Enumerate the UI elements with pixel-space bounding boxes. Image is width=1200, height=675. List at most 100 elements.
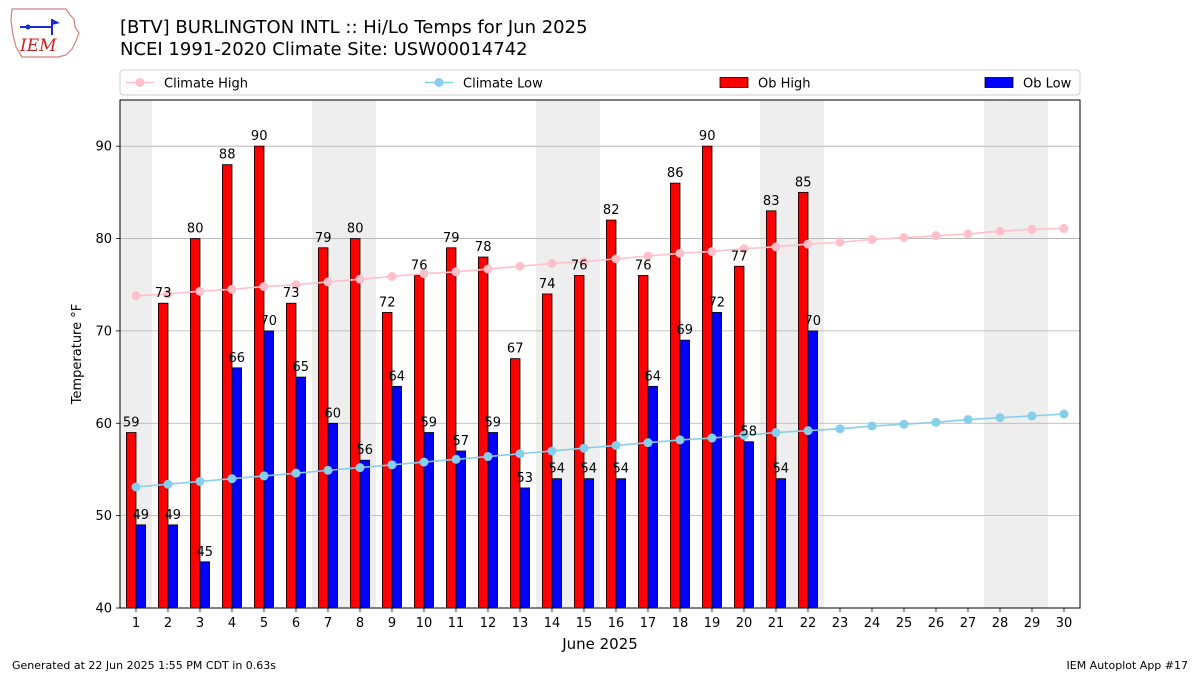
climate-high-point <box>451 267 461 277</box>
legend-climate-high-marker <box>135 78 145 87</box>
ob-low-label: 70 <box>805 314 822 329</box>
ob-low-label: 70 <box>261 314 278 329</box>
ob-high-label: 78 <box>475 240 492 255</box>
climate-low-point <box>451 454 461 464</box>
ob-high-label: 76 <box>571 258 588 273</box>
climate-high-point <box>483 264 493 274</box>
climate-high-point <box>675 248 685 258</box>
ob-high-bar <box>766 210 777 609</box>
x-tick-label: 14 <box>544 616 561 631</box>
chart-title: [BTV] BURLINGTON INTL :: Hi/Lo Temps for… <box>120 17 588 38</box>
bars <box>126 145 819 609</box>
climate-low-point <box>227 474 237 484</box>
climate-low-point <box>803 426 813 436</box>
ob-high-label: 90 <box>251 129 268 144</box>
climate-low-point <box>291 468 301 478</box>
x-tick-label: 21 <box>768 616 785 631</box>
ob-low-label: 72 <box>709 295 726 310</box>
y-tick-label: 70 <box>95 324 112 339</box>
climate-low-point <box>163 479 173 489</box>
ob-low-label: 60 <box>325 406 342 421</box>
ob-low-bar <box>583 478 595 609</box>
ob-high-bar <box>285 302 297 609</box>
ob-low-label: 69 <box>677 323 694 338</box>
ob-high-bar <box>798 191 809 609</box>
ob-low-bar <box>775 478 787 609</box>
ob-low-bar <box>231 367 243 609</box>
ob-high-bar <box>157 302 169 609</box>
climate-low-line <box>135 413 1065 488</box>
climate-high-point <box>259 282 269 292</box>
climate-high-point <box>835 237 845 247</box>
legend: Climate High Climate Low Ob High Ob Low <box>119 69 1081 96</box>
ob-low-label: 54 <box>773 462 790 477</box>
x-tick-label: 13 <box>512 616 529 631</box>
x-tick-label: 16 <box>608 616 625 631</box>
climate-low-point <box>547 446 557 456</box>
climate-low-point <box>259 471 269 481</box>
ob-high-label: 88 <box>219 148 236 163</box>
ob-low-bar <box>327 422 339 609</box>
ob-high-bar <box>317 247 329 609</box>
ob-low-bar <box>167 524 179 609</box>
climate-low-point <box>323 465 333 475</box>
climate-low-point <box>515 449 525 459</box>
ob-low-label: 64 <box>389 369 406 384</box>
climate-high-point <box>355 274 365 284</box>
ob-high-label: 82 <box>603 203 620 218</box>
ob-low-label: 64 <box>645 369 662 384</box>
x-tick-label: 29 <box>1024 616 1041 631</box>
ob-low-label: 53 <box>517 471 534 486</box>
legend-climate-low-label: Climate Low <box>463 77 543 92</box>
legend-ob-low-label: Ob Low <box>1023 77 1072 92</box>
climate-high-point <box>867 234 877 244</box>
climate-low-point <box>643 438 653 448</box>
climate-low-point <box>867 421 877 431</box>
climate-high-point <box>291 280 301 290</box>
ob-high-bar <box>574 275 585 609</box>
x-tick-label: 3 <box>196 616 204 631</box>
svg-text:IEM: IEM <box>19 36 57 56</box>
ob-high-bar <box>477 256 489 609</box>
climate-high-point <box>195 286 205 296</box>
x-tick-label: 25 <box>896 616 913 631</box>
ob-low-label: 56 <box>357 443 374 458</box>
climate-low-point <box>1027 411 1037 421</box>
x-tick-label: 11 <box>448 616 465 631</box>
ob-low-label: 66 <box>229 351 246 366</box>
ob-low-bar <box>263 330 275 609</box>
ob-low-label: 54 <box>613 462 630 477</box>
climate-low-point <box>675 435 685 445</box>
ob-low-label: 65 <box>293 360 310 375</box>
y-tick-label: 90 <box>95 140 112 155</box>
x-tick-label: 2 <box>164 616 172 631</box>
x-tick-label: 15 <box>576 616 593 631</box>
climate-high-point <box>803 239 813 249</box>
legend-ob-high-swatch <box>719 77 749 88</box>
y-tick-label: 50 <box>95 509 112 524</box>
ob-high-label: 83 <box>763 194 780 209</box>
x-tick-label: 8 <box>356 616 364 631</box>
y-tick-label: 80 <box>95 232 112 247</box>
climate-high-point <box>739 244 749 254</box>
ob-low-label: 58 <box>741 425 758 440</box>
climate-low-point <box>1059 409 1069 419</box>
climate-high-point <box>611 254 621 264</box>
climate-low-point <box>835 424 845 434</box>
legend-climate-high-label: Climate High <box>164 77 248 92</box>
climate-low-point <box>579 443 589 453</box>
ob-high-label: 72 <box>379 295 396 310</box>
x-tick-label: 19 <box>704 616 721 631</box>
climate-low-point <box>483 452 493 462</box>
ob-low-bar <box>519 487 531 609</box>
ob-low-bar <box>455 450 467 609</box>
ob-low-bar <box>807 330 819 609</box>
climate-low-point <box>739 430 749 440</box>
ob-high-label: 76 <box>411 258 428 273</box>
ob-high-bar <box>381 312 393 609</box>
ob-low-label: 49 <box>133 508 150 523</box>
climate-low-point <box>707 433 717 443</box>
climate-low-point <box>195 476 205 486</box>
footer-app: IEM Autoplot App #17 <box>1066 659 1189 672</box>
x-tick-label: 30 <box>1056 616 1073 631</box>
